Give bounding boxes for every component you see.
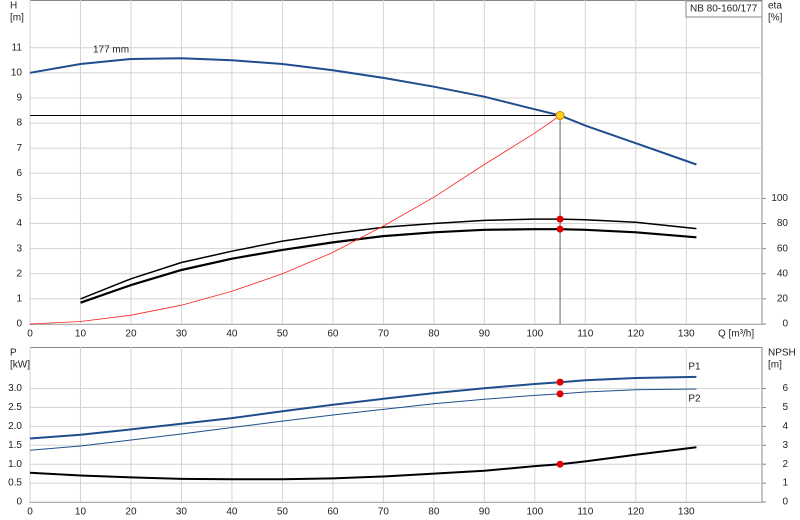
- y2-axis-unit: [%]: [768, 13, 783, 24]
- y2-tick-label: 20: [777, 294, 789, 305]
- curve: [29, 446, 697, 481]
- y-tick-label: 4: [16, 218, 22, 229]
- x-tick-label: 110: [577, 329, 593, 340]
- y-axis-unit: [kW]: [10, 360, 30, 371]
- y2-tick-label: 6: [782, 383, 788, 394]
- title-box: [685, 0, 763, 18]
- x-tick-label: 60: [327, 507, 339, 518]
- y2-tick-label: 40: [777, 268, 789, 279]
- curve-label: P2: [688, 394, 701, 405]
- x-tick-label: 100: [526, 507, 543, 518]
- x-tick-label: 30: [176, 329, 188, 340]
- x-tick-label: 10: [75, 329, 87, 340]
- y-tick-label: 6: [16, 168, 22, 179]
- curve: [80, 218, 697, 300]
- y-tick-label: 5: [16, 193, 22, 204]
- x-tick-label: 80: [428, 329, 440, 340]
- x-tick-label: 10: [75, 507, 87, 518]
- y-tick-label: 0: [16, 319, 22, 330]
- y2-tick-label: 100: [771, 193, 788, 204]
- y2-tick-label: 1: [782, 478, 788, 489]
- curve: [29, 388, 697, 451]
- duty-marker: [556, 460, 564, 468]
- x-tick-label: 70: [378, 329, 390, 340]
- x-tick-label: 60: [327, 329, 339, 340]
- curve: [29, 57, 697, 166]
- y-tick-label: 1.0: [8, 459, 22, 470]
- plot-frame: [29, 347, 763, 503]
- y2-tick-label: 60: [777, 243, 789, 254]
- x-tick-label: 120: [627, 329, 644, 340]
- y2-axis-label: NPSH: [768, 348, 796, 359]
- x-tick-label: 110: [577, 507, 593, 518]
- duty-point: [555, 111, 565, 121]
- x-tick-label: 90: [479, 507, 491, 518]
- y2-tick-label: 4: [782, 421, 788, 432]
- y2-tick-label: 0: [782, 497, 788, 508]
- y-axis-label: H: [10, 1, 17, 12]
- y-tick-label: 11: [12, 42, 23, 53]
- y-tick-label: 2.5: [8, 402, 22, 413]
- y-tick-label: 1: [16, 294, 22, 305]
- x-tick-label: 50: [277, 329, 289, 340]
- curve-label: 177 mm: [93, 45, 129, 56]
- y2-tick-label: 2: [782, 459, 788, 470]
- x-tick-label: 70: [378, 507, 390, 518]
- duty-marker: [556, 225, 564, 233]
- y2-axis-label: eta: [768, 1, 782, 12]
- y-tick-label: 9: [16, 93, 22, 104]
- x-tick-label: 130: [678, 329, 695, 340]
- y2-tick-label: 0: [782, 319, 788, 330]
- y-tick-label: 2.0: [8, 421, 22, 432]
- x-tick-label: 40: [226, 507, 238, 518]
- y-tick-label: 0: [16, 497, 22, 508]
- x-tick-label: 90: [479, 329, 491, 340]
- y-tick-label: 7: [16, 143, 22, 154]
- curve: [80, 228, 697, 304]
- y2-tick-label: 5: [782, 402, 788, 413]
- y-tick-label: 0.5: [8, 478, 22, 489]
- x-tick-label: 0: [27, 329, 33, 340]
- y-tick-label: 2: [16, 268, 22, 279]
- y-tick-label: 3: [16, 243, 22, 254]
- x-tick-label: 100: [526, 329, 543, 340]
- y-axis-unit: [m]: [10, 13, 24, 24]
- curve: [29, 375, 697, 440]
- x-axis-label: Q [m³/h]: [718, 329, 754, 340]
- x-tick-label: 50: [277, 507, 289, 518]
- y2-tick-label: 3: [782, 440, 788, 451]
- x-tick-label: 120: [627, 507, 644, 518]
- x-tick-label: 80: [428, 507, 440, 518]
- curve-label: P1: [688, 362, 701, 373]
- y-tick-label: 10: [11, 67, 23, 78]
- x-tick-label: 30: [176, 507, 188, 518]
- duty-marker: [556, 390, 564, 398]
- title: NB 80-160/177: [690, 4, 758, 15]
- y-tick-label: 1.5: [8, 440, 22, 451]
- x-tick-label: 0: [27, 507, 33, 518]
- x-tick-label: 20: [125, 507, 137, 518]
- y-tick-label: 8: [16, 118, 22, 129]
- y-axis-label: P: [10, 348, 17, 359]
- x-tick-label: 40: [226, 329, 238, 340]
- x-tick-label: 20: [125, 329, 137, 340]
- x-tick-label: 130: [678, 507, 695, 518]
- curve: [29, 115, 561, 325]
- duty-marker: [556, 378, 564, 386]
- y-tick-label: 3.0: [8, 383, 22, 394]
- duty-marker: [556, 215, 564, 223]
- y2-axis-unit: [m]: [768, 360, 782, 371]
- y2-tick-label: 80: [777, 218, 789, 229]
